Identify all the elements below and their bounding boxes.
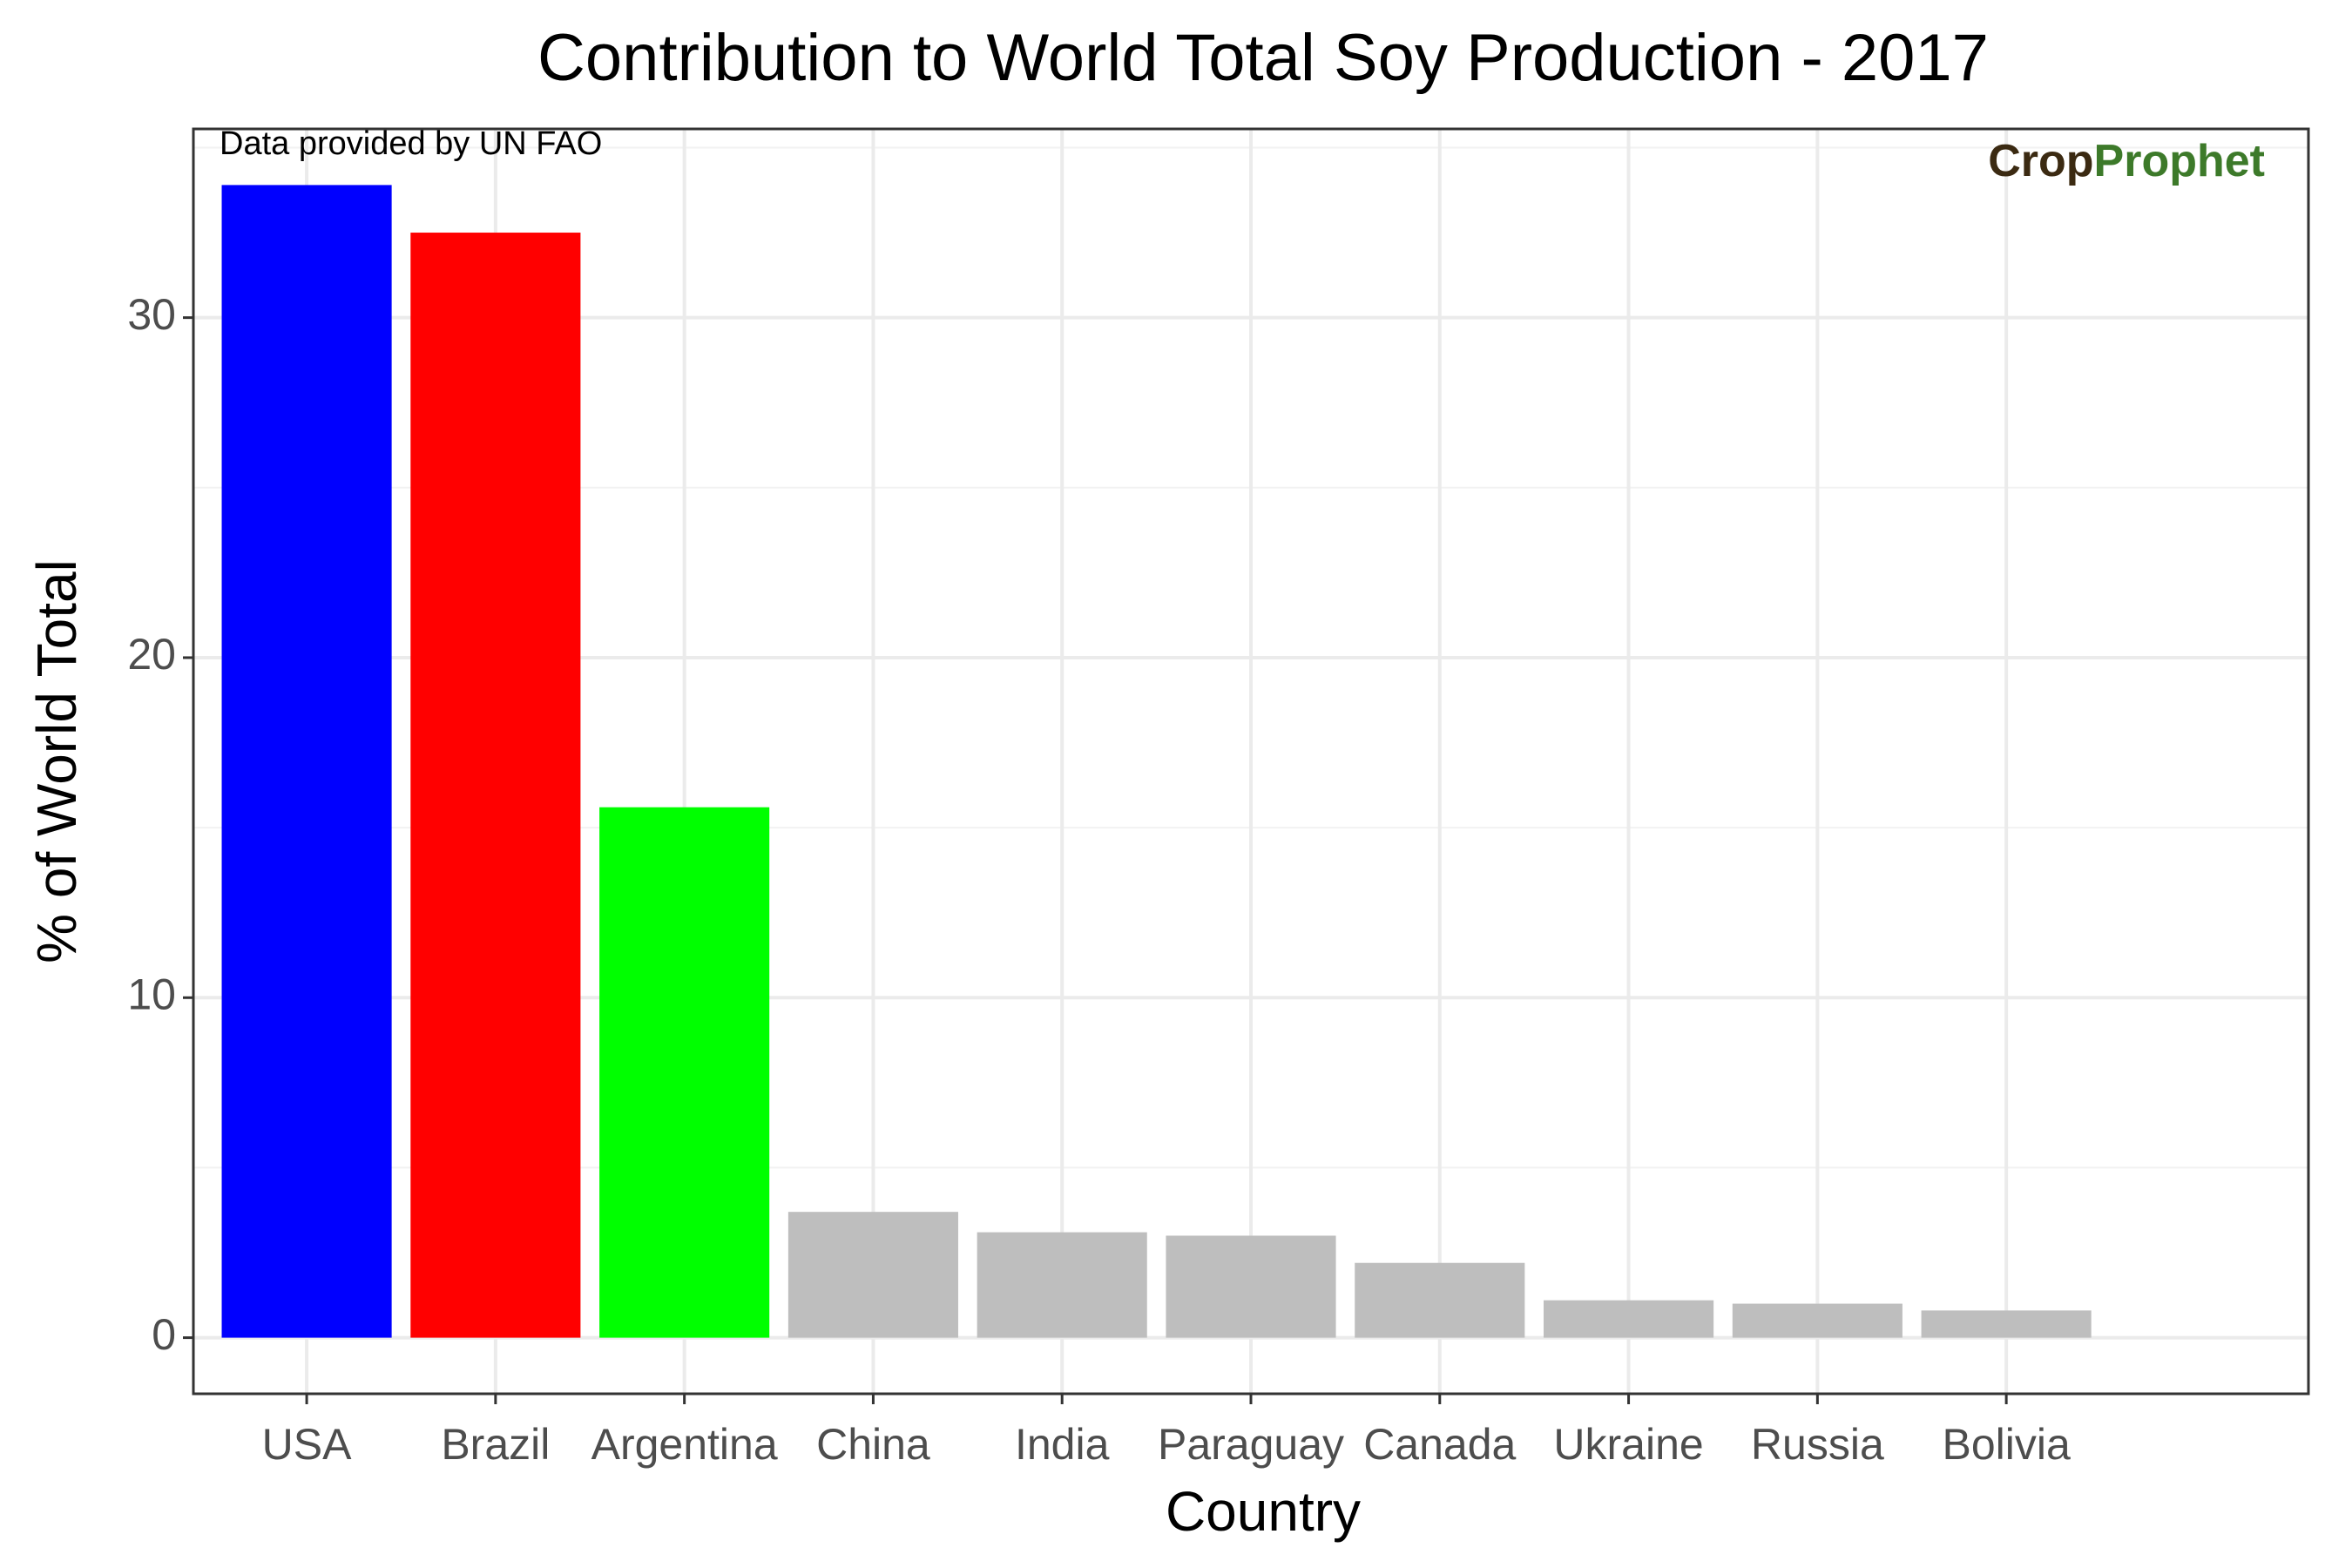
x-tick-label: Argentina (591, 1420, 778, 1469)
panel-border (192, 127, 2310, 1396)
x-tick-label: USA (262, 1420, 352, 1469)
bar (410, 233, 581, 1338)
x-tick-label: Brazil (441, 1420, 550, 1469)
y-tick-label: 30 (127, 290, 176, 339)
x-tick-label: Russia (1751, 1420, 1884, 1469)
annotation: Data provided by UN FAO (220, 125, 602, 162)
y-tick-label: 0 (152, 1310, 176, 1359)
bar (1921, 1310, 2092, 1338)
x-tick-label: Ukraine (1553, 1420, 1703, 1469)
x-tick-label: Bolivia (1942, 1420, 2070, 1469)
x-tick-label: China (816, 1420, 930, 1469)
x-tick-label: Paraguay (1158, 1420, 1344, 1469)
bar (1732, 1303, 1903, 1338)
x-tick-label: Canada (1363, 1420, 1516, 1469)
bar (1166, 1235, 1336, 1338)
logo: CropProphet (1988, 136, 2265, 186)
y-axis-title: % of World Total (25, 559, 88, 963)
bar (1544, 1300, 1714, 1338)
bar (787, 1212, 958, 1338)
chart-title: Contribution to World Total Soy Producti… (537, 21, 1989, 95)
x-tick-label: India (1015, 1420, 1110, 1469)
logo-part: Prophet (2094, 136, 2265, 186)
bar (221, 185, 392, 1338)
logo-part: Crop (1988, 136, 2093, 186)
bar (977, 1232, 1147, 1338)
y-tick-label: 10 (127, 970, 176, 1018)
bar (1355, 1262, 1525, 1338)
x-axis-title: Country (1166, 1480, 1361, 1543)
y-tick-label: 20 (127, 630, 176, 679)
bar (599, 807, 770, 1338)
